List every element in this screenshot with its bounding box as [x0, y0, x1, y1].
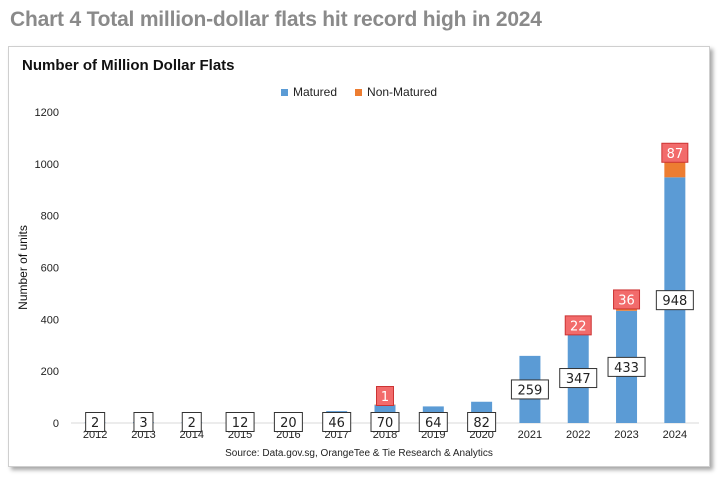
- data-label-non-matured: 36: [618, 293, 635, 308]
- data-label-matured: 347: [566, 372, 591, 387]
- data-label-box-matured: [133, 412, 154, 432]
- data-label-matured: 2: [91, 416, 99, 431]
- data-label-box-matured: [322, 412, 352, 432]
- data-label-box-non-matured: [376, 386, 394, 406]
- y-tick-label: 200: [41, 366, 59, 378]
- data-label-box-matured: [559, 368, 598, 389]
- data-label-box-matured: [370, 412, 400, 432]
- x-tick-label: 2024: [663, 429, 687, 441]
- data-label-non-matured: 87: [667, 147, 684, 162]
- y-tick-label: 1000: [35, 159, 59, 171]
- data-label-box-matured: [273, 412, 303, 432]
- data-label-matured: 2: [188, 416, 196, 431]
- data-label-box-matured: [607, 356, 646, 377]
- data-label-box-matured: [85, 412, 106, 432]
- data-label-matured: 64: [425, 416, 442, 431]
- data-label-matured: 948: [662, 294, 687, 309]
- data-label-box-non-matured: [564, 315, 592, 336]
- page-heading: Chart 4 Total million-dollar flats hit r…: [10, 8, 542, 31]
- y-tick-label: 800: [41, 211, 59, 223]
- legend-label-matured: Matured: [293, 85, 338, 99]
- legend-item-non-matured: Non-Matured: [355, 85, 437, 99]
- data-label-box-non-matured: [661, 142, 689, 163]
- data-label-non-matured: 1: [381, 390, 389, 405]
- data-label-box-matured: [655, 290, 694, 311]
- data-label-box-non-matured: [613, 289, 641, 310]
- chart-frame: Number of Million Dollar Flats Matured N…: [8, 46, 710, 467]
- x-tick-label: 2022: [566, 429, 590, 441]
- y-tick-label: 1200: [35, 107, 59, 119]
- data-label-matured: 46: [328, 416, 345, 431]
- x-tick-label: 2021: [518, 429, 542, 441]
- data-label-box-matured: [510, 379, 549, 400]
- data-label-matured: 3: [139, 416, 147, 431]
- data-label-matured: 82: [473, 416, 490, 431]
- data-label-matured: 20: [280, 416, 297, 431]
- source-note: Source: Data.gov.sg, OrangeTee & Tie Res…: [225, 448, 493, 459]
- chart-title: Number of Million Dollar Flats: [22, 57, 235, 74]
- legend-swatch-matured: [281, 88, 288, 96]
- data-label-box-matured: [467, 412, 497, 432]
- y-tick-label: 400: [41, 314, 59, 326]
- data-label-box-matured: [181, 412, 202, 432]
- data-label-matured: 433: [614, 361, 639, 376]
- y-tick-label: 0: [53, 418, 59, 430]
- data-label-box-matured: [418, 412, 448, 432]
- legend-swatch-non-matured: [355, 88, 363, 96]
- data-label-matured: 259: [518, 383, 543, 398]
- data-label-matured: 70: [377, 416, 394, 431]
- data-label-matured: 12: [232, 416, 249, 431]
- y-tick-label: 600: [41, 263, 59, 275]
- x-tick-label: 2023: [614, 429, 638, 441]
- legend-item-matured: Matured: [281, 85, 337, 99]
- y-axis-title: Number of units: [16, 225, 30, 310]
- legend: Matured Non-Matured: [281, 85, 437, 99]
- data-label-box-matured: [225, 412, 255, 432]
- data-label-non-matured: 22: [570, 319, 587, 334]
- legend-label-non-matured: Non-Matured: [367, 85, 438, 99]
